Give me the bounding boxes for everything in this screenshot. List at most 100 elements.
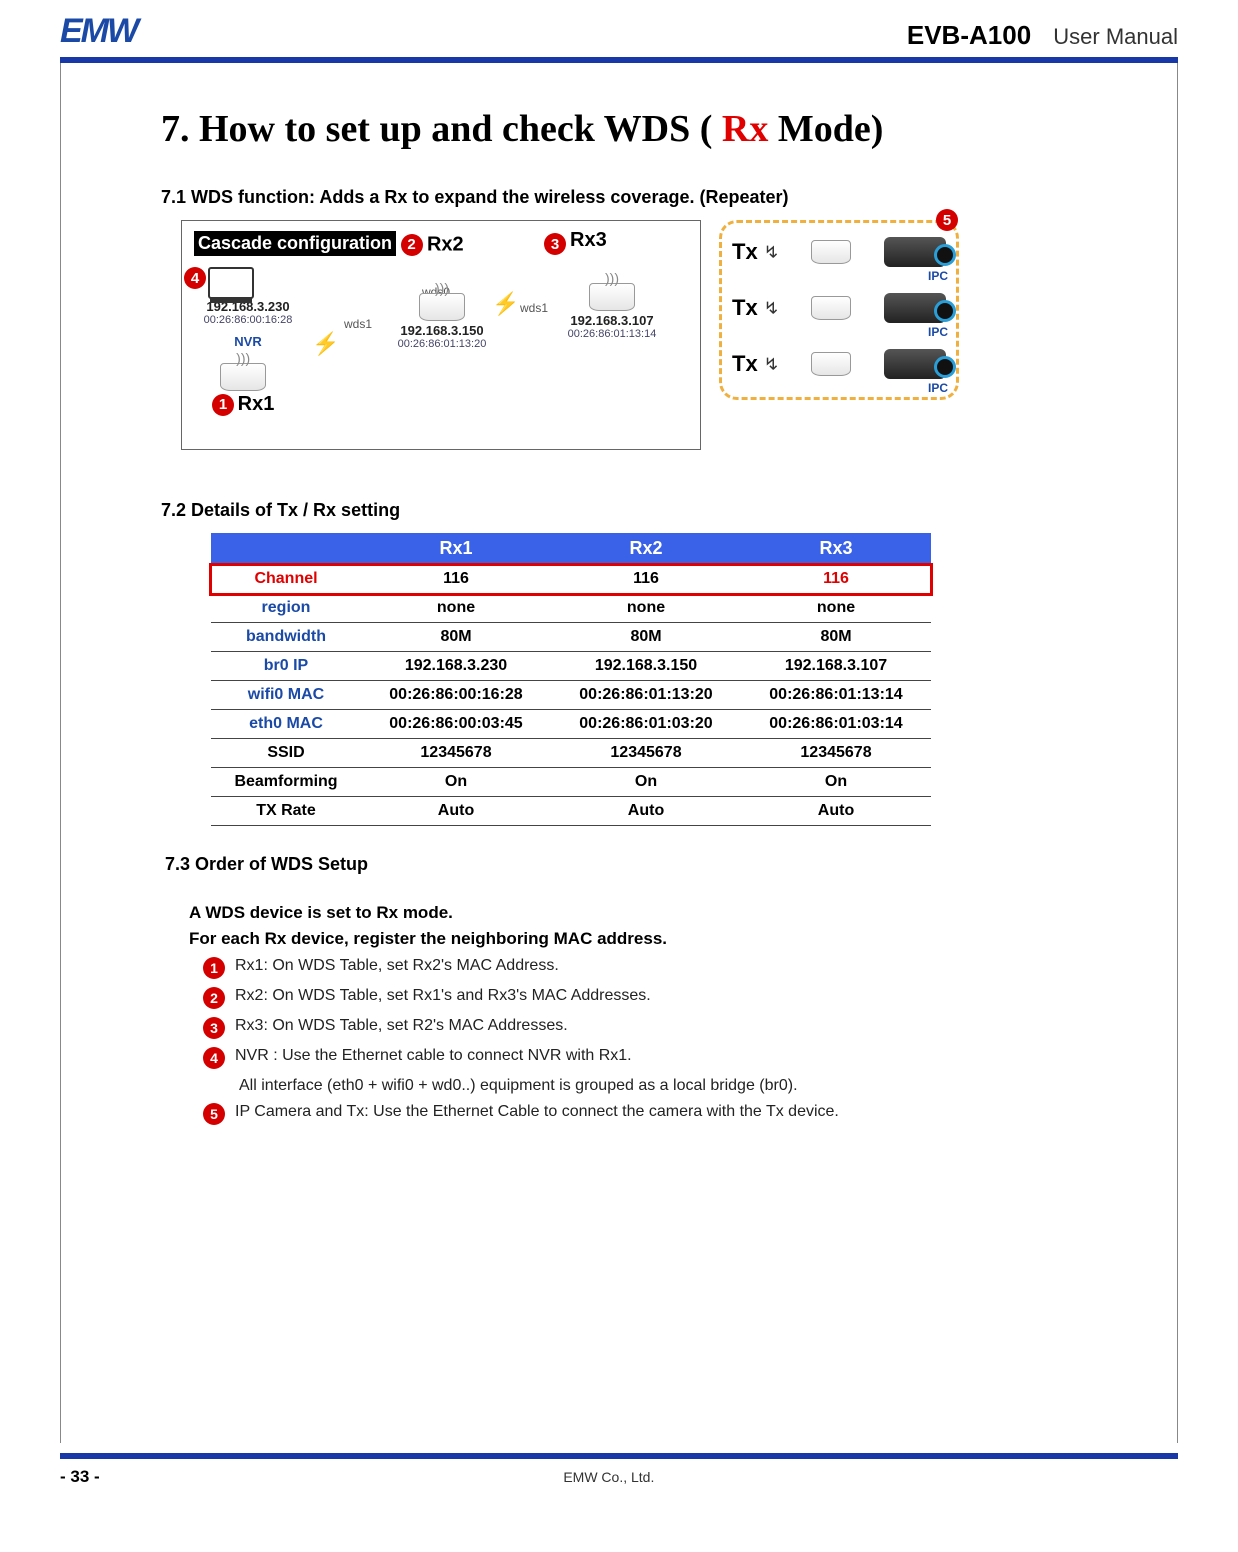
cascade-diagram: Cascade configuration 2 Rx2 3 Rx3 4 192.… bbox=[181, 220, 701, 450]
cell-key: region bbox=[211, 594, 361, 623]
cell-key: SSID bbox=[211, 739, 361, 768]
step-text: IP Camera and Tx: Use the Ethernet Cable… bbox=[235, 1103, 839, 1121]
tx-row: Tx ↯ IPC bbox=[732, 349, 946, 379]
th-empty bbox=[211, 533, 361, 565]
step-2-icon: 2 bbox=[203, 987, 225, 1009]
cell-key: TX Rate bbox=[211, 797, 361, 826]
cell: 116 bbox=[361, 565, 551, 594]
page-header: EMW EVB-A100 User Manual bbox=[60, 0, 1178, 63]
ap-icon: ))) bbox=[419, 293, 465, 321]
camera-icon bbox=[884, 293, 946, 323]
header-right: EVB-A100 User Manual bbox=[907, 20, 1178, 51]
logo: EMW bbox=[60, 12, 137, 51]
signal-icon: ))) bbox=[232, 350, 254, 372]
cell: 80M bbox=[551, 623, 741, 652]
camera-wrap: IPC bbox=[884, 293, 946, 323]
cell: none bbox=[361, 594, 551, 623]
cell-key: wifi0 MAC bbox=[211, 681, 361, 710]
cell: On bbox=[551, 768, 741, 797]
ipc-label: IPC bbox=[928, 269, 948, 283]
table-row: Beamforming On On On bbox=[211, 768, 931, 797]
cell: 116 bbox=[741, 565, 931, 594]
table-row: TX Rate Auto Auto Auto bbox=[211, 797, 931, 826]
laptop-icon bbox=[208, 267, 254, 299]
camera-icon bbox=[884, 349, 946, 379]
step-text: Rx3: On WDS Table, set R2's MAC Addresse… bbox=[235, 1017, 568, 1035]
step-1-icon: 1 bbox=[203, 957, 225, 979]
step-4-icon: 4 bbox=[203, 1047, 225, 1069]
cell: 12345678 bbox=[551, 739, 741, 768]
camera-wrap: IPC bbox=[884, 237, 946, 267]
tx-row: Tx ↯ IPC bbox=[732, 237, 946, 267]
tx-label: Tx bbox=[732, 295, 758, 321]
company-name: EMW Co., Ltd. bbox=[563, 1469, 654, 1485]
tx-label: Tx bbox=[732, 351, 758, 377]
intro-73: A WDS device is set to Rx mode. For each… bbox=[165, 903, 1097, 949]
ap-icon: ))) bbox=[220, 363, 266, 391]
cell-key: Beamforming bbox=[211, 768, 361, 797]
heading-7-2: 7.2 Details of Tx / Rx setting bbox=[161, 500, 1097, 521]
bolt-icon: ↯ bbox=[762, 352, 781, 375]
cell: 12345678 bbox=[741, 739, 931, 768]
bolt-icon: ↯ bbox=[762, 296, 781, 319]
lightning-icon: ⚡ bbox=[312, 331, 339, 357]
tx-row: Tx ↯ IPC bbox=[732, 293, 946, 323]
cell-key: eth0 MAC bbox=[211, 710, 361, 739]
rx1-label: Rx1 bbox=[238, 393, 275, 415]
table-row: br0 IP 192.168.3.230 192.168.3.150 192.1… bbox=[211, 652, 931, 681]
page-footer: - 33 - EMW Co., Ltd. bbox=[60, 1453, 1178, 1495]
cell-key: Channel bbox=[211, 565, 361, 594]
nvr-node: 4 192.168.3.230 00:26:86:00:16:28 NVR bbox=[188, 267, 308, 349]
step-3-icon: 3 bbox=[203, 1017, 225, 1039]
ap-icon bbox=[811, 296, 851, 320]
callout-5-icon: 5 bbox=[936, 209, 958, 231]
wds1-left-label: wds1 bbox=[344, 317, 372, 331]
cell: 192.168.3.230 bbox=[361, 652, 551, 681]
cell: 80M bbox=[741, 623, 931, 652]
cell: Auto bbox=[741, 797, 931, 826]
table-row: eth0 MAC 00:26:86:00:03:45 00:26:86:01:0… bbox=[211, 710, 931, 739]
callout-3-icon: 3 bbox=[544, 233, 566, 255]
camera-wrap: IPC bbox=[884, 349, 946, 379]
section-number: 7. bbox=[161, 108, 190, 150]
rx3-label: Rx3 bbox=[570, 229, 607, 252]
rx1-node: ))) 1 Rx1 bbox=[212, 361, 274, 416]
rx2-node: wds0 wds1 ))) 192.168.3.150 00:26:86:01:… bbox=[372, 291, 512, 350]
callout-4-icon: 4 bbox=[184, 267, 206, 289]
cell-key: br0 IP bbox=[211, 652, 361, 681]
rx3-ip: 192.168.3.107 bbox=[542, 313, 682, 328]
ipc-label: IPC bbox=[928, 381, 948, 395]
th-rx3: Rx3 bbox=[741, 533, 931, 565]
signal-icon: ))) bbox=[431, 280, 453, 302]
rx3-node: wds1 ))) 192.168.3.107 00:26:86:01:13:14 bbox=[542, 281, 682, 340]
extra-text: All interface (eth0 + wifi0 + wd0..) equ… bbox=[239, 1077, 798, 1095]
title-rx: Rx bbox=[722, 108, 768, 150]
ipc-label: IPC bbox=[928, 325, 948, 339]
settings-table: Rx1 Rx2 Rx3 Channel 116 116 116 region n… bbox=[211, 533, 931, 826]
cell: 192.168.3.150 bbox=[551, 652, 741, 681]
table-row: bandwidth 80M 80M 80M bbox=[211, 623, 931, 652]
ap-icon: ))) bbox=[589, 283, 635, 311]
table-row: wifi0 MAC 00:26:86:00:16:28 00:26:86:01:… bbox=[211, 681, 931, 710]
table-row: Channel 116 116 116 bbox=[211, 565, 931, 594]
step-text: Rx2: On WDS Table, set Rx1's and Rx3's M… bbox=[235, 987, 651, 1005]
cell: On bbox=[361, 768, 551, 797]
step-text: NVR : Use the Ethernet cable to connect … bbox=[235, 1047, 632, 1065]
rx2-mac: 00:26:86:01:13:20 bbox=[372, 338, 512, 350]
ap-icon bbox=[811, 352, 851, 376]
title-b: Mode) bbox=[768, 108, 883, 150]
lightning-icon: ⚡ bbox=[492, 291, 519, 317]
rx2-ip: 192.168.3.150 bbox=[372, 323, 512, 338]
cell: 00:26:86:01:13:14 bbox=[741, 681, 931, 710]
cell: 80M bbox=[361, 623, 551, 652]
table-row: region none none none bbox=[211, 594, 931, 623]
cell: none bbox=[551, 594, 741, 623]
list-item: 3 Rx3: On WDS Table, set R2's MAC Addres… bbox=[203, 1017, 1097, 1039]
heading-7-1: 7.1 WDS function: Adds a Rx to expand th… bbox=[161, 187, 1097, 208]
step-text: Rx1: On WDS Table, set Rx2's MAC Address… bbox=[235, 957, 559, 975]
bolt-icon: ↯ bbox=[762, 240, 781, 263]
wds1-right-label: wds1 bbox=[520, 301, 548, 315]
cell: 12345678 bbox=[361, 739, 551, 768]
camera-icon bbox=[884, 237, 946, 267]
cell: 00:26:86:00:16:28 bbox=[361, 681, 551, 710]
